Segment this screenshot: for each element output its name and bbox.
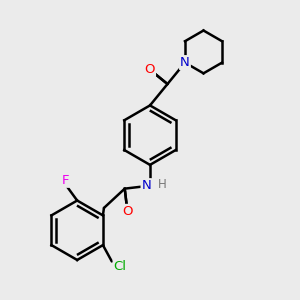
- Text: H: H: [158, 178, 167, 191]
- Text: N: N: [142, 179, 151, 192]
- Text: N: N: [180, 56, 190, 69]
- Text: O: O: [145, 63, 155, 76]
- Text: Cl: Cl: [114, 260, 127, 273]
- Text: O: O: [122, 205, 133, 218]
- Text: F: F: [61, 174, 69, 187]
